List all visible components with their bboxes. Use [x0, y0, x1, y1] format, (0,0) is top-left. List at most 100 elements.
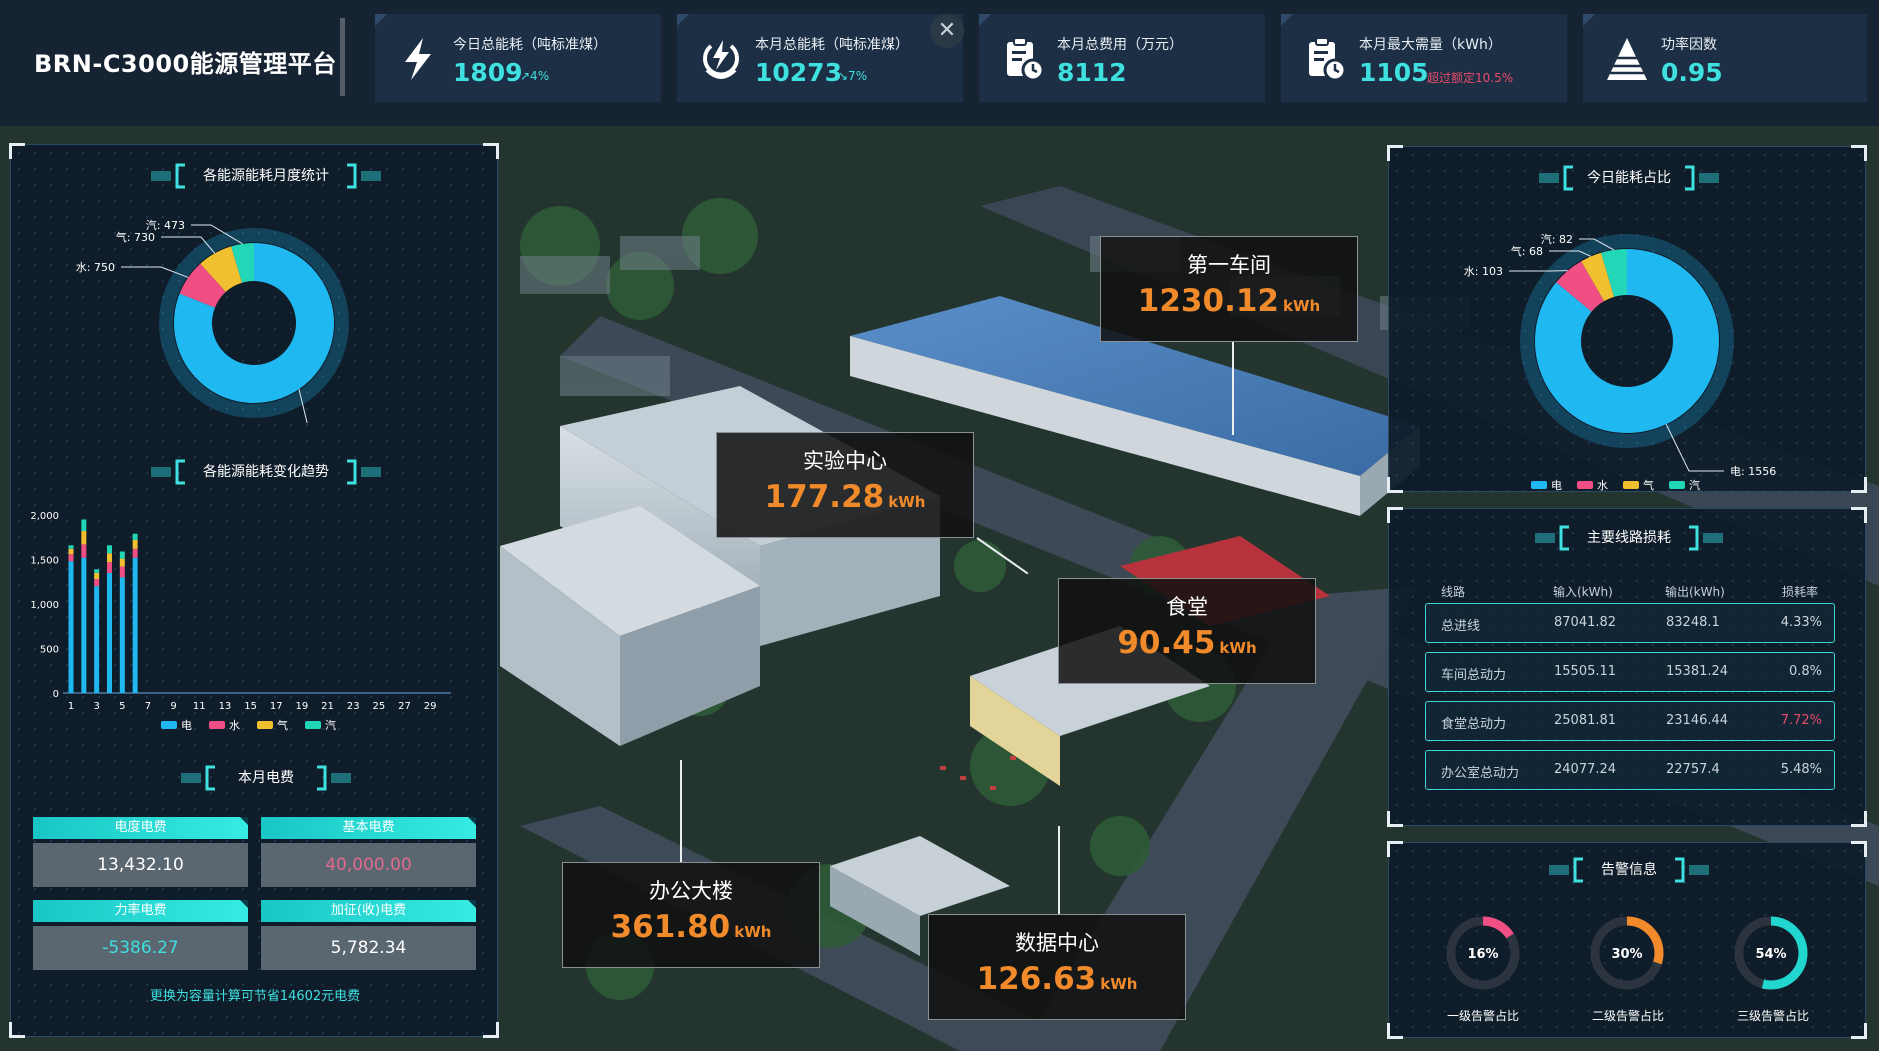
legend-label: 电 [181, 719, 192, 732]
table-row[interactable]: 车间总动力 15505.11 15381.24 0.8% [1425, 652, 1835, 692]
x-tick-label: 23 [347, 701, 360, 712]
kpi-today-consumption: 今日总能耗（吨标准煤） 1809 ↗4% [375, 14, 661, 102]
bar-水 [68, 554, 74, 562]
callout-workshop-1[interactable]: 第一车间 1230.12 kWh [1100, 236, 1358, 342]
section-title-text: 本月电费 [238, 770, 294, 786]
bar-水 [81, 544, 87, 558]
title-divider [340, 18, 345, 96]
loss-line-name: 车间总动力 [1441, 668, 1507, 683]
loss-rate: 0.8% [1788, 664, 1822, 679]
loss-line-name: 食堂总动力 [1441, 717, 1507, 732]
loss-header-input: 输入(kWh) [1553, 585, 1613, 599]
x-tick-label: 21 [321, 701, 334, 712]
section-title-today: 今日能耗占比 [1539, 165, 1719, 191]
section-title-text: 主要线路损耗 [1587, 530, 1671, 546]
donut-label: 气: 730 [116, 230, 155, 244]
x-tick-label: 11 [193, 701, 206, 712]
x-tick-label: 15 [244, 701, 257, 712]
bracket-right-icon [347, 459, 381, 485]
donut-leader-line [298, 389, 308, 423]
bar-电 [81, 557, 87, 693]
gauge-percent: 30% [1611, 947, 1642, 962]
y-tick-label: 500 [40, 645, 59, 656]
section-title-text: 各能源能耗月度统计 [203, 168, 329, 184]
kpi-max-demand: 本月最大需量（kWh） 1105 超过额定10.5% [1281, 14, 1567, 102]
legend-label: 水 [229, 719, 240, 732]
building-unit: kWh [1100, 975, 1138, 993]
bracket-right-icon [1689, 525, 1723, 551]
bar-气 [132, 539, 138, 549]
donut-label: 水: 103 [1464, 265, 1503, 278]
donut-slice-水 [1556, 261, 1605, 312]
callout-canteen[interactable]: 食堂 90.45 kWh [1058, 578, 1316, 684]
loss-output: 15381.24 [1666, 664, 1729, 679]
callout-office-building[interactable]: 办公大楼 361.80 kWh [562, 862, 820, 968]
donut-label: 汽: 473 [146, 218, 185, 232]
x-tick-label: 1 [68, 701, 74, 712]
bar-气 [119, 558, 125, 567]
kpi-value: 1809 [453, 58, 523, 87]
legend-label: 水 [1597, 479, 1608, 491]
x-tick-label: 27 [398, 701, 411, 712]
loss-rate: 4.33% [1780, 615, 1822, 630]
section-title-loss: 主要线路损耗 [1535, 525, 1723, 551]
lightning-icon [405, 38, 431, 80]
bar-水 [132, 548, 138, 558]
donut-label: 气: 68 [1511, 244, 1543, 258]
building-unit: kWh [734, 923, 772, 941]
table-row[interactable]: 总进线 87041.82 83248.1 4.33% [1425, 603, 1835, 643]
legend-label: 汽 [1689, 478, 1700, 491]
donut-leader-line [1665, 424, 1724, 472]
chart-legend: 电水气汽 [1531, 478, 1700, 491]
kpi-value: 1105 [1359, 58, 1429, 87]
legend-label: 气 [1643, 478, 1654, 491]
bar-汽 [119, 551, 125, 559]
y-tick-label: 2,000 [30, 511, 59, 522]
callout-data-center[interactable]: 数据中心 126.63 kWh [928, 914, 1186, 1020]
kpi-label: 功率因数 [1661, 37, 1717, 53]
alarm-label-level3: 三级告警占比 [1736, 1009, 1809, 1023]
loss-rate: 7.72% [1780, 713, 1822, 728]
donut-slice-电 [1535, 249, 1719, 433]
loss-input: 24077.24 [1554, 762, 1617, 777]
table-row[interactable]: 办公室总动力 24077.24 22757.4 5.48% [1425, 750, 1835, 790]
y-tick-label: 0 [53, 689, 59, 700]
donut-label: 电: 1556 [1730, 465, 1776, 478]
bar-汽 [106, 545, 112, 554]
section-title-text: 各能源能耗变化趋势 [203, 464, 329, 480]
y-tick-label: 1,500 [30, 556, 59, 567]
table-row[interactable]: 食堂总动力 25081.81 23146.44 7.72% [1425, 701, 1835, 741]
donut-slice-气 [1581, 252, 1615, 302]
building-name: 办公大楼 [649, 879, 733, 903]
bar-气 [106, 553, 112, 563]
kpi-value: 8112 [1057, 58, 1127, 87]
bar-电 [94, 586, 100, 693]
loss-line-name: 办公室总动力 [1441, 766, 1520, 781]
donut-leader-line [1579, 238, 1615, 251]
x-tick-label: 7 [145, 701, 151, 712]
alarm-gauges: 16% 30% 54% [1446, 916, 1808, 990]
building-unit: kWh [1283, 297, 1321, 315]
power-leaf-icon [703, 40, 739, 79]
callout-lab-center[interactable]: 实验中心 177.28 kWh [716, 432, 974, 538]
building-name: 第一车间 [1187, 253, 1271, 277]
bracket-left-icon [1535, 525, 1569, 551]
building-value: 361.80 [610, 909, 731, 945]
kpi-value: 0.95 [1661, 58, 1723, 87]
donut-slice-气 [200, 246, 243, 292]
bar-汽 [132, 533, 138, 540]
kpi-power-factor: 功率因数 0.95 [1583, 14, 1867, 102]
close-button[interactable]: ✕ [930, 14, 964, 48]
bracket-left-icon [1549, 857, 1583, 883]
leader-line [1058, 826, 1060, 914]
legend-swatch [305, 721, 321, 729]
alarm-gauge: 16% [1446, 916, 1520, 990]
donut-label: 汽: 82 [1541, 232, 1573, 246]
alarm-gauge: 30% [1590, 916, 1664, 990]
legend-swatch [257, 721, 273, 729]
loss-header-line: 线路 [1441, 585, 1466, 599]
alarm-label-level1: 一级告警占比 [1446, 1009, 1519, 1023]
